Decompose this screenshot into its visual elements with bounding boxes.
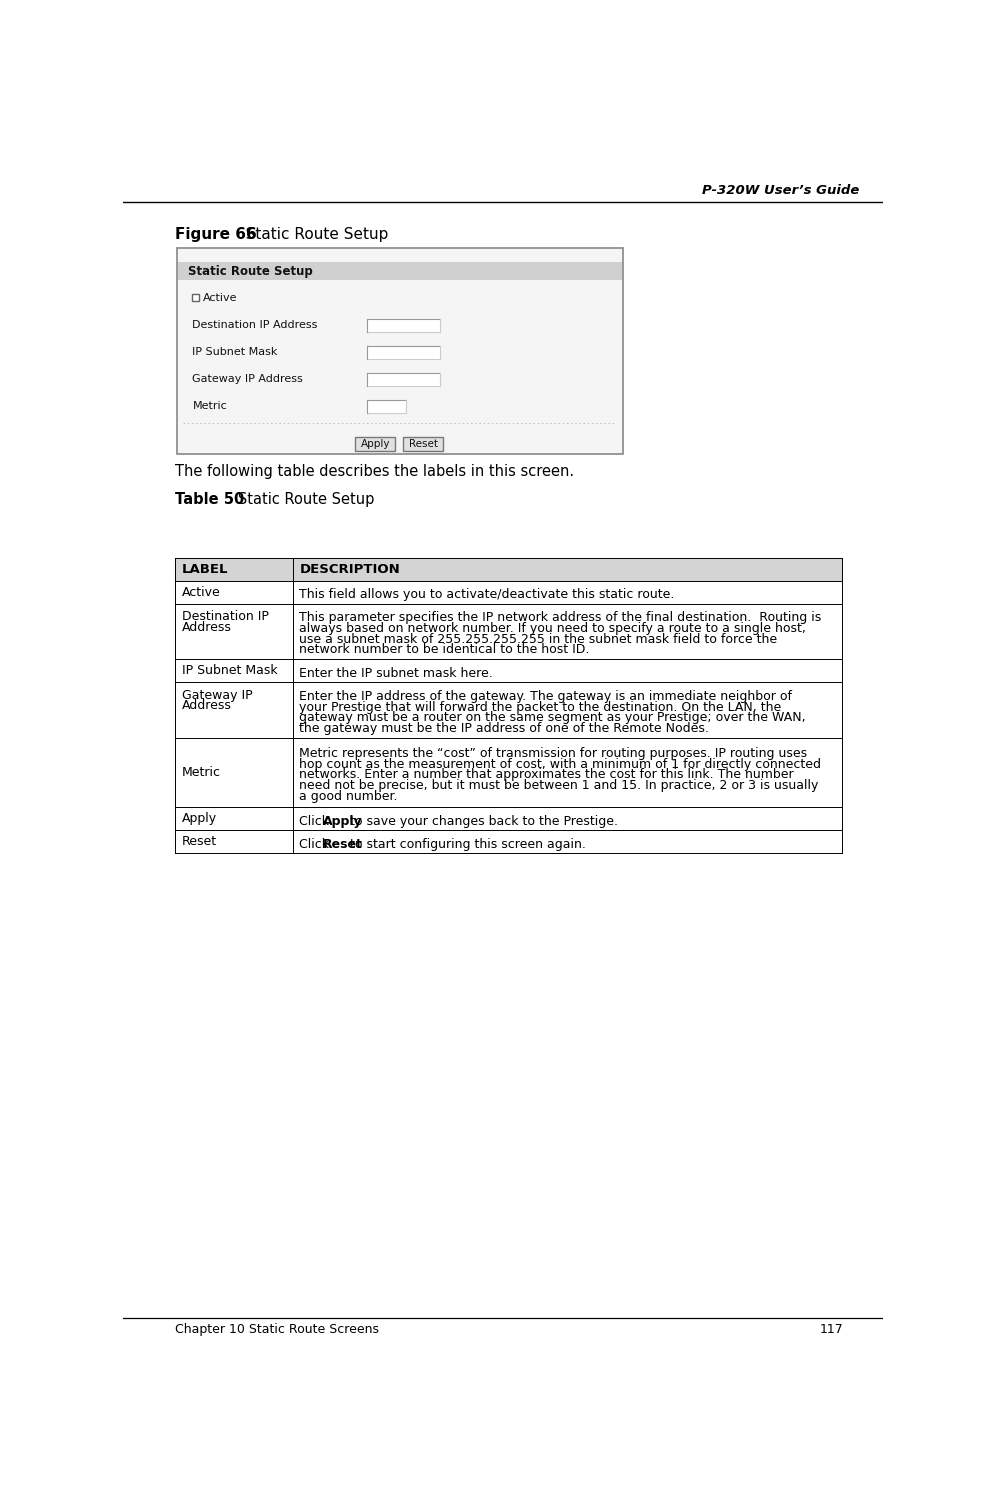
Text: need not be precise, but it must be between 1 and 15. In practice, 2 or 3 is usu: need not be precise, but it must be betw… (299, 779, 819, 792)
Bar (176, 604, 842, 660)
Text: LABEL: LABEL (181, 562, 228, 576)
Text: Reset: Reset (409, 439, 438, 449)
Text: Apply: Apply (181, 812, 217, 825)
Text: your Prestige that will forward the packet to the destination. On the LAN, the: your Prestige that will forward the pack… (299, 700, 782, 714)
Text: Destination IP: Destination IP (181, 610, 269, 624)
Text: IP Subnet Mask: IP Subnet Mask (192, 347, 278, 358)
Bar (367, 400, 405, 413)
Text: Address: Address (181, 699, 232, 712)
Text: gateway must be a router on the same segment as your Prestige; over the WAN,: gateway must be a router on the same seg… (299, 711, 806, 724)
Text: Enter the IP address of the gateway. The gateway is an immediate neighbor of: Enter the IP address of the gateway. The… (299, 690, 793, 703)
Bar (403, 437, 443, 451)
Text: Active: Active (181, 586, 221, 598)
Bar (355, 437, 395, 451)
Text: Static Route Setup: Static Route Setup (232, 227, 388, 242)
Text: network number to be identical to the host ID.: network number to be identical to the ho… (299, 643, 590, 657)
Text: the gateway must be the IP address of one of the Remote Nodes.: the gateway must be the IP address of on… (299, 721, 709, 735)
Text: Metric: Metric (192, 401, 228, 410)
Text: The following table describes the labels in this screen.: The following table describes the labels… (176, 464, 575, 479)
Bar (367, 346, 440, 359)
Bar (176, 830, 842, 854)
Bar (176, 580, 842, 604)
Text: Metric: Metric (181, 767, 221, 779)
Text: Static Route Setup: Static Route Setup (187, 265, 313, 278)
Text: Active: Active (202, 293, 237, 302)
Text: IP Subnet Mask: IP Subnet Mask (181, 664, 278, 678)
Bar (178, 262, 622, 281)
Text: use a subnet mask of 255.255.255.255 in the subnet mask field to force the: use a subnet mask of 255.255.255.255 in … (299, 633, 778, 646)
Bar (367, 373, 440, 386)
Text: Metric represents the “cost” of transmission for routing purposes. IP routing us: Metric represents the “cost” of transmis… (299, 747, 807, 761)
Text: 117: 117 (819, 1323, 844, 1336)
Text: Table 50: Table 50 (176, 493, 244, 508)
Text: Click: Click (299, 837, 334, 851)
Text: to save your changes back to the Prestige.: to save your changes back to the Prestig… (346, 815, 618, 828)
Text: Figure 66: Figure 66 (176, 227, 257, 242)
Text: Apply: Apply (361, 439, 390, 449)
Text: hop count as the measurement of cost, with a minimum of 1 for directly connected: hop count as the measurement of cost, wi… (299, 758, 821, 771)
Bar (367, 319, 440, 332)
Text: Enter the IP subnet mask here.: Enter the IP subnet mask here. (299, 667, 493, 679)
Text: Chapter 10 Static Route Screens: Chapter 10 Static Route Screens (176, 1323, 380, 1336)
Text: always based on network number. If you need to specify a route to a single host,: always based on network number. If you n… (299, 622, 806, 636)
Text: This field allows you to activate/deactivate this static route.: This field allows you to activate/deacti… (299, 588, 675, 601)
Bar (176, 558, 842, 580)
Text: Gateway IP Address: Gateway IP Address (192, 374, 303, 385)
Text: Apply: Apply (324, 815, 363, 828)
Text: Reset: Reset (324, 837, 363, 851)
Text: a good number.: a good number. (299, 789, 398, 803)
Bar (176, 807, 842, 830)
Bar (177, 248, 623, 454)
Text: Gateway IP: Gateway IP (181, 688, 252, 702)
Bar (192, 295, 199, 301)
Text: Reset: Reset (181, 836, 217, 848)
Text: Address: Address (181, 621, 232, 634)
Bar (176, 738, 842, 807)
Text: Static Route Setup: Static Route Setup (224, 493, 375, 508)
Text: DESCRIPTION: DESCRIPTION (299, 562, 400, 576)
Text: to start configuring this screen again.: to start configuring this screen again. (346, 837, 586, 851)
Bar (176, 682, 842, 738)
Text: P-320W User’s Guide: P-320W User’s Guide (701, 183, 859, 197)
Bar (176, 660, 842, 682)
Text: Destination IP Address: Destination IP Address (192, 320, 318, 331)
Text: Click: Click (299, 815, 334, 828)
Text: networks. Enter a number that approximates the cost for this link. The number: networks. Enter a number that approximat… (299, 768, 794, 782)
Text: This parameter specifies the IP network address of the final destination.  Routi: This parameter specifies the IP network … (299, 612, 821, 624)
